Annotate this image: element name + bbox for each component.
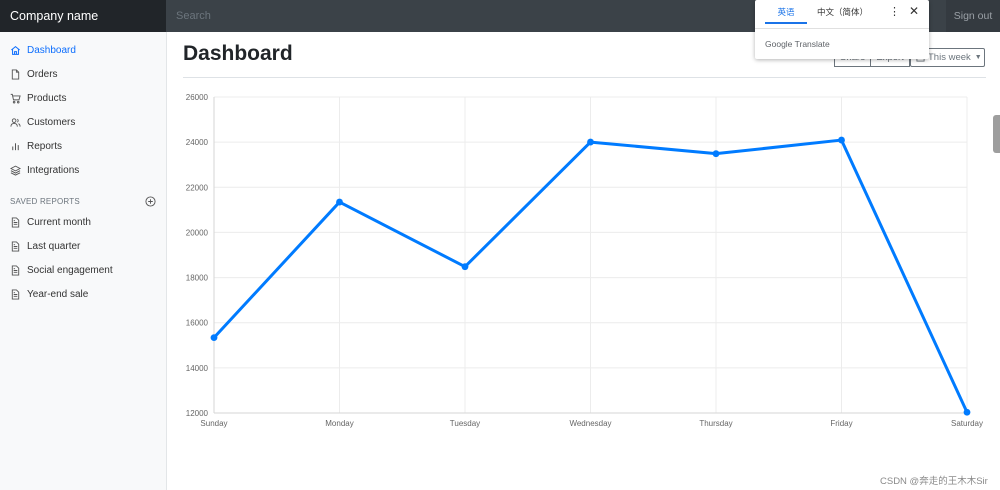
sidebar-item-products[interactable]: Products xyxy=(10,89,66,107)
cart-icon xyxy=(10,93,21,104)
saved-reports-heading: SAVED REPORTS xyxy=(10,197,80,206)
sidebar-item-customers[interactable]: Customers xyxy=(10,113,75,131)
x-tick-label: Thursday xyxy=(699,419,732,428)
data-point xyxy=(963,408,971,416)
page-title: Dashboard xyxy=(183,42,293,65)
google-translate-popup: 英语 中文（简体） ⋮ ✕ Google Translate xyxy=(755,0,929,59)
file-text-icon xyxy=(10,216,21,228)
sign-out-link[interactable]: Sign out xyxy=(953,10,993,22)
x-tick-label: Saturday xyxy=(951,419,983,428)
saved-report-last-quarter[interactable]: Last quarter xyxy=(10,237,80,255)
title-divider xyxy=(183,77,986,78)
home-icon xyxy=(10,45,21,56)
bar-chart-icon xyxy=(10,141,21,152)
sidebar: Dashboard Orders Products Customers Repo… xyxy=(0,32,167,490)
y-tick-label: 24000 xyxy=(186,138,209,147)
sidebar-item-label: Customers xyxy=(27,116,76,128)
data-point xyxy=(587,138,594,146)
file-icon xyxy=(10,68,21,80)
sidebar-item-label: Reports xyxy=(27,140,63,152)
file-text-icon xyxy=(10,240,21,252)
sidebar-item-label: Dashboard xyxy=(27,44,76,56)
popup-divider xyxy=(755,28,929,29)
plus-circle-icon[interactable] xyxy=(145,196,156,207)
x-tick-label: Sunday xyxy=(200,419,227,428)
sidebar-item-label: Orders xyxy=(27,68,58,80)
x-tick-label: Wednesday xyxy=(569,419,611,428)
y-tick-label: 18000 xyxy=(186,274,209,283)
y-tick-label: 14000 xyxy=(186,364,209,373)
brand-name[interactable]: Company name xyxy=(0,0,166,32)
feedback-side-tab[interactable] xyxy=(993,115,1000,153)
file-text-icon xyxy=(10,264,21,276)
chevron-down-icon: ▼ xyxy=(974,54,982,61)
file-text-icon xyxy=(10,288,21,300)
y-tick-label: 16000 xyxy=(186,319,209,328)
sidebar-item-label: Integrations xyxy=(27,164,80,176)
y-tick-label: 20000 xyxy=(186,228,209,237)
x-tick-label: Monday xyxy=(325,419,353,428)
saved-report-social-engagement[interactable]: Social engagement xyxy=(10,261,113,279)
sidebar-item-label: Products xyxy=(27,92,67,104)
data-point xyxy=(712,150,720,158)
y-tick-label: 22000 xyxy=(186,183,209,192)
x-tick-label: Tuesday xyxy=(450,419,480,428)
sidebar-item-reports[interactable]: Reports xyxy=(10,137,62,155)
saved-report-current-month[interactable]: Current month xyxy=(10,213,91,231)
sidebar-item-orders[interactable]: Orders xyxy=(10,65,58,83)
y-tick-label: 26000 xyxy=(186,93,209,102)
close-icon[interactable]: ✕ xyxy=(909,4,920,18)
sidebar-item-dashboard[interactable]: Dashboard xyxy=(10,41,76,59)
this-week-label: This week xyxy=(928,52,971,63)
y-tick-label: 12000 xyxy=(186,409,209,418)
source-language-tab[interactable]: 英语 xyxy=(765,6,807,24)
layers-icon xyxy=(10,165,21,176)
saved-report-label: Last quarter xyxy=(27,240,81,252)
sidebar-item-integrations[interactable]: Integrations xyxy=(10,161,79,179)
watermark: CSDN @奔走的王木木Sir xyxy=(880,476,988,487)
more-options-icon[interactable]: ⋮ xyxy=(889,6,900,18)
line-chart: 12000 14000 16000 18000 20000 22000 24000 26000… xyxy=(186,93,983,428)
data-point xyxy=(336,198,343,206)
saved-report-label: Year-end sale xyxy=(27,288,89,300)
saved-report-label: Social engagement xyxy=(27,264,113,276)
users-icon xyxy=(10,117,21,128)
data-point xyxy=(210,334,218,342)
data-point xyxy=(461,263,469,271)
data-point xyxy=(838,136,845,144)
x-tick-label: Friday xyxy=(830,419,852,428)
target-language-tab[interactable]: 中文（简体） xyxy=(817,7,869,17)
google-translate-logo: Google Translate xyxy=(765,39,830,49)
saved-report-label: Current month xyxy=(27,216,91,228)
saved-report-year-end-sale[interactable]: Year-end sale xyxy=(10,285,88,303)
